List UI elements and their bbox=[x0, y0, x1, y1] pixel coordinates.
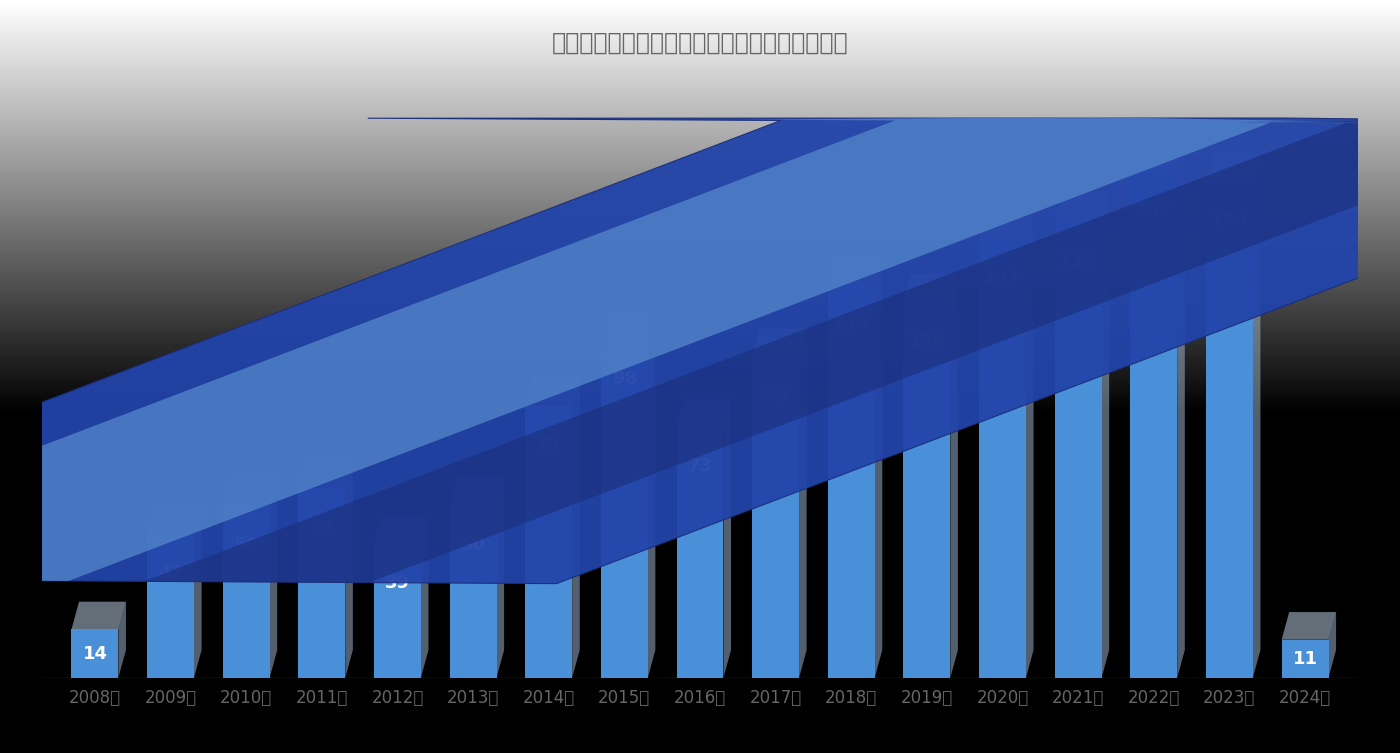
Polygon shape bbox=[573, 377, 580, 678]
Polygon shape bbox=[1281, 612, 1336, 640]
Bar bbox=[298, 488, 346, 678]
Bar bbox=[752, 356, 799, 678]
Polygon shape bbox=[1026, 212, 1033, 678]
Polygon shape bbox=[147, 505, 202, 532]
Bar bbox=[827, 284, 875, 678]
Bar bbox=[676, 425, 724, 678]
Bar bbox=[71, 630, 119, 678]
Text: 14: 14 bbox=[83, 645, 108, 663]
Bar bbox=[1281, 640, 1329, 678]
Text: 50: 50 bbox=[234, 536, 259, 554]
Text: 73: 73 bbox=[687, 456, 713, 474]
Polygon shape bbox=[1130, 142, 1184, 170]
Polygon shape bbox=[119, 602, 126, 678]
Bar bbox=[525, 405, 573, 678]
Text: 55: 55 bbox=[309, 519, 335, 537]
Polygon shape bbox=[875, 256, 882, 678]
Polygon shape bbox=[1329, 612, 1336, 678]
Polygon shape bbox=[979, 212, 1033, 239]
Polygon shape bbox=[223, 477, 277, 505]
Bar bbox=[449, 505, 497, 678]
Polygon shape bbox=[71, 602, 126, 630]
Polygon shape bbox=[724, 398, 731, 678]
Polygon shape bbox=[195, 505, 202, 678]
Text: 79: 79 bbox=[536, 436, 561, 454]
Polygon shape bbox=[270, 477, 277, 678]
Polygon shape bbox=[346, 460, 353, 678]
Bar bbox=[147, 532, 195, 678]
Polygon shape bbox=[827, 256, 882, 284]
Text: たばこ・喫煙関連の調査の実施プロジェクト数: たばこ・喫煙関連の調査の実施プロジェクト数 bbox=[552, 31, 848, 55]
Polygon shape bbox=[903, 273, 958, 301]
Polygon shape bbox=[1205, 153, 1260, 180]
Polygon shape bbox=[0, 117, 1400, 581]
Polygon shape bbox=[449, 477, 504, 505]
Text: 39: 39 bbox=[385, 574, 410, 592]
Polygon shape bbox=[799, 329, 806, 678]
Text: 114: 114 bbox=[833, 315, 869, 333]
Polygon shape bbox=[298, 460, 353, 488]
Text: 11: 11 bbox=[1292, 650, 1317, 668]
Polygon shape bbox=[421, 515, 428, 678]
Text: 147: 147 bbox=[1135, 201, 1173, 219]
Polygon shape bbox=[1102, 194, 1109, 678]
Polygon shape bbox=[0, 118, 1400, 584]
Text: 127: 127 bbox=[984, 270, 1021, 288]
Text: 132: 132 bbox=[1060, 253, 1098, 271]
Polygon shape bbox=[144, 119, 1400, 583]
Polygon shape bbox=[497, 477, 504, 678]
Polygon shape bbox=[1177, 142, 1184, 678]
Bar bbox=[223, 505, 270, 678]
Text: 144: 144 bbox=[1211, 212, 1249, 229]
Bar bbox=[601, 339, 648, 678]
Polygon shape bbox=[752, 329, 806, 356]
Polygon shape bbox=[951, 273, 958, 678]
Bar bbox=[979, 239, 1026, 678]
Polygon shape bbox=[1054, 194, 1109, 221]
Bar bbox=[1130, 170, 1177, 678]
Text: 98: 98 bbox=[612, 370, 637, 389]
Text: 42: 42 bbox=[158, 564, 183, 581]
Text: 93: 93 bbox=[763, 388, 788, 405]
Text: 50: 50 bbox=[461, 536, 486, 554]
Polygon shape bbox=[525, 377, 580, 405]
Polygon shape bbox=[601, 312, 655, 339]
Bar bbox=[903, 301, 951, 678]
Polygon shape bbox=[1253, 153, 1260, 678]
Polygon shape bbox=[676, 398, 731, 425]
Bar bbox=[1054, 221, 1102, 678]
Text: 109: 109 bbox=[909, 332, 945, 350]
Polygon shape bbox=[648, 312, 655, 678]
Bar bbox=[1205, 180, 1253, 678]
Bar bbox=[374, 543, 421, 678]
Polygon shape bbox=[374, 515, 428, 543]
